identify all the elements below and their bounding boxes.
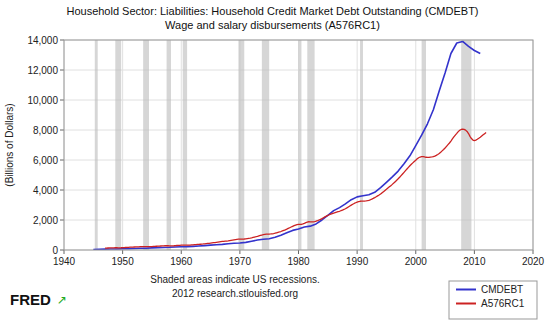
y-tick bbox=[60, 160, 64, 161]
y-axis-label: (Billions of Dollars) bbox=[4, 103, 15, 186]
x-tick bbox=[415, 250, 416, 254]
recession-band bbox=[461, 40, 471, 250]
x-tick-label: 2010 bbox=[463, 256, 486, 267]
logo-icon: ↗ bbox=[57, 293, 67, 307]
plot-data bbox=[93, 40, 486, 250]
y-tick bbox=[60, 70, 64, 71]
x-grid-line bbox=[181, 40, 182, 250]
chart: 0 2,000 4,000 6,000 8,000 10,000 12,000 14,000 1… bbox=[0, 0, 545, 327]
recession-band bbox=[238, 40, 244, 250]
legend-label: A576RC1 bbox=[481, 298, 525, 309]
x-tick bbox=[298, 250, 299, 254]
text-line: 2012 research.stlouisfed.org bbox=[172, 288, 298, 299]
series-line bbox=[105, 129, 486, 248]
axes: 0 2,000 4,000 6,000 8,000 10,000 12,000 14,000 1… bbox=[27, 35, 544, 268]
y-tick-label: 8,000 bbox=[33, 125, 58, 136]
x-tick-label: 1970 bbox=[229, 256, 252, 267]
legend-label: CMDEBT bbox=[481, 284, 523, 295]
x-grid-line bbox=[357, 40, 358, 250]
recession-band bbox=[167, 40, 171, 250]
x-tick bbox=[239, 250, 240, 254]
y-tick-label: 2,000 bbox=[33, 215, 58, 226]
recession-band bbox=[183, 40, 187, 250]
y-tick-label: 12,000 bbox=[27, 65, 58, 76]
x-tick-label: 1980 bbox=[287, 256, 310, 267]
recession-band bbox=[143, 40, 149, 250]
x-tick bbox=[181, 250, 182, 254]
x-tick-label: 1990 bbox=[346, 256, 369, 267]
grid bbox=[64, 40, 533, 250]
legend-box bbox=[449, 281, 537, 319]
title: Household Sector: Liabilities: Household… bbox=[66, 5, 478, 31]
x-grid-line bbox=[122, 40, 123, 250]
y-tick-label: 14,000 bbox=[27, 35, 58, 46]
y-tick bbox=[60, 190, 64, 191]
x-tick bbox=[122, 250, 123, 254]
x-tick bbox=[474, 250, 475, 254]
y-tick bbox=[60, 250, 64, 251]
footer-note: Shaded areas indicate US recessions. 2012… bbox=[150, 274, 320, 299]
y-tick bbox=[60, 100, 64, 101]
text-line: Household Sector: Liabilities: Household… bbox=[66, 5, 478, 17]
series-line bbox=[93, 41, 480, 249]
text-line: Shaded areas indicate US recessions. bbox=[150, 274, 320, 285]
x-tick bbox=[357, 250, 358, 254]
y-tick bbox=[60, 130, 64, 131]
x-tick-label: 2020 bbox=[522, 256, 545, 267]
y-tick-label: 0 bbox=[52, 245, 58, 256]
x-tick-label: 2000 bbox=[405, 256, 428, 267]
recession-band bbox=[422, 40, 426, 250]
x-tick-label: 1960 bbox=[170, 256, 193, 267]
x-tick bbox=[64, 250, 65, 254]
y-tick bbox=[60, 220, 64, 221]
y-tick-label: 4,000 bbox=[33, 185, 58, 196]
text-line: Wage and salary disbursements (A576RC1) bbox=[165, 19, 380, 31]
y-tick-label: 10,000 bbox=[27, 95, 58, 106]
recession-band bbox=[299, 40, 302, 250]
x-tick bbox=[533, 250, 534, 254]
plot-frame bbox=[64, 40, 533, 250]
recession-band bbox=[360, 40, 363, 250]
legend-swatch bbox=[456, 289, 476, 291]
legend-swatch bbox=[456, 303, 476, 305]
recession-band bbox=[307, 40, 314, 250]
logo: FRED bbox=[10, 291, 51, 308]
y-tick-label: 6,000 bbox=[33, 155, 58, 166]
y-tick bbox=[60, 40, 64, 41]
plot-area bbox=[64, 40, 533, 250]
recession-band bbox=[95, 40, 98, 250]
x-grid-line bbox=[474, 40, 475, 250]
recession-band bbox=[115, 40, 121, 250]
recession-band bbox=[262, 40, 269, 250]
legend: CMDEBT A576RC1 bbox=[449, 281, 537, 319]
x-tick-label: 1940 bbox=[53, 256, 76, 267]
x-tick-label: 1950 bbox=[112, 256, 135, 267]
